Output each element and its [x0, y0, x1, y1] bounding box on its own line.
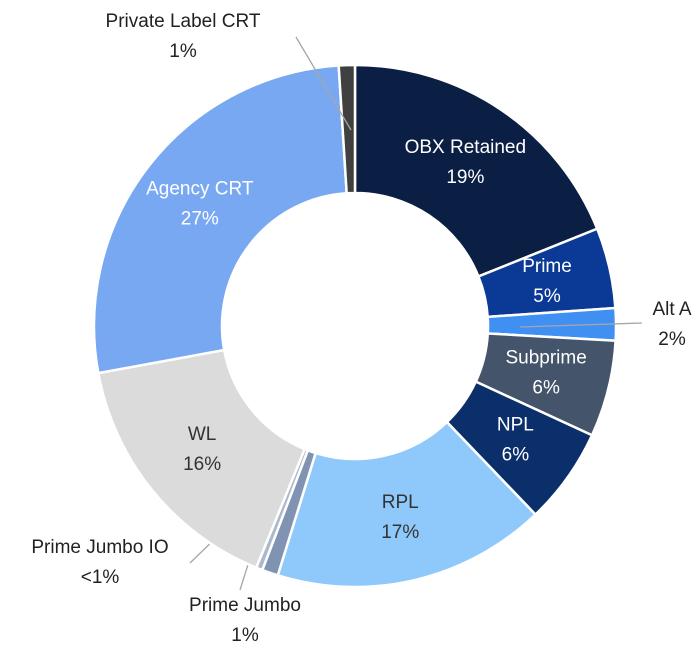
- slice-value-label: 6%: [532, 378, 560, 399]
- donut-slice: [353, 63, 599, 279]
- slice-label: Prime: [522, 256, 572, 277]
- slice-label: Subprime: [505, 348, 586, 369]
- slice-value-label: 1%: [231, 625, 259, 646]
- slice-label: Prime Jumbo IO: [31, 537, 168, 558]
- slice-value-label: 19%: [446, 167, 484, 188]
- slice-label: Private Label CRT: [106, 11, 261, 32]
- slice-label: RPL: [382, 492, 419, 513]
- slice-label: OBX Retained: [405, 137, 526, 158]
- slice-label: Alt A: [652, 299, 691, 320]
- donut-slice: [92, 64, 349, 375]
- donut-slice: [337, 63, 357, 195]
- slice-value-label: 16%: [183, 454, 221, 475]
- donut-slice: [96, 348, 307, 570]
- leader-line: [519, 322, 643, 328]
- leader-line: [295, 36, 352, 131]
- slice-value-label: 27%: [181, 209, 219, 230]
- slice-value-label: 17%: [381, 522, 419, 543]
- slice-label: Agency CRT: [146, 179, 254, 200]
- slice-value-label: 5%: [533, 286, 561, 307]
- slice-label: WL: [188, 424, 217, 445]
- donut-slice: [276, 420, 538, 589]
- slice-value-label: <1%: [81, 567, 120, 588]
- slice-value-label: 6%: [502, 444, 530, 465]
- slice-label: NPL: [497, 414, 534, 435]
- slice-value-label: 1%: [169, 41, 197, 62]
- slice-label: Prime Jumbo: [189, 595, 301, 616]
- slice-value-label: 2%: [658, 329, 686, 350]
